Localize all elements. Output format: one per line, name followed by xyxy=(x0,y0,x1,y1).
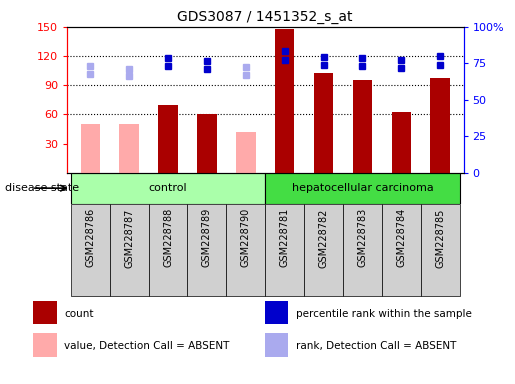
Bar xyxy=(187,204,227,296)
Text: GSM228781: GSM228781 xyxy=(280,208,289,267)
Text: GSM228783: GSM228783 xyxy=(357,208,367,267)
Bar xyxy=(314,73,333,173)
Text: GSM228790: GSM228790 xyxy=(241,208,251,267)
Bar xyxy=(197,114,217,173)
Bar xyxy=(265,204,304,296)
Bar xyxy=(236,132,255,173)
Bar xyxy=(149,204,187,296)
Bar xyxy=(71,204,110,296)
Bar xyxy=(391,113,411,173)
Bar xyxy=(265,173,459,204)
Bar xyxy=(431,78,450,173)
Text: value, Detection Call = ABSENT: value, Detection Call = ABSENT xyxy=(64,341,230,351)
Text: GSM228789: GSM228789 xyxy=(202,208,212,267)
Bar xyxy=(80,124,100,173)
Text: GSM228787: GSM228787 xyxy=(124,208,134,268)
Bar xyxy=(265,301,288,324)
Text: disease state: disease state xyxy=(5,183,79,193)
Text: count: count xyxy=(64,309,94,319)
Bar xyxy=(33,301,57,324)
Text: GSM228785: GSM228785 xyxy=(435,208,445,268)
Bar xyxy=(119,124,139,173)
Text: rank, Detection Call = ABSENT: rank, Detection Call = ABSENT xyxy=(296,341,456,351)
Bar xyxy=(421,204,459,296)
Bar xyxy=(275,29,295,173)
Bar xyxy=(33,333,57,356)
Text: GSM228788: GSM228788 xyxy=(163,208,173,267)
Text: GSM228782: GSM228782 xyxy=(319,208,329,268)
Bar xyxy=(382,204,421,296)
Text: GSM228784: GSM228784 xyxy=(397,208,406,267)
Text: GSM228786: GSM228786 xyxy=(85,208,95,267)
Bar xyxy=(110,204,149,296)
Bar xyxy=(353,80,372,173)
Bar xyxy=(227,204,265,296)
Bar xyxy=(343,204,382,296)
Bar xyxy=(71,173,265,204)
Text: percentile rank within the sample: percentile rank within the sample xyxy=(296,309,472,319)
Bar xyxy=(304,204,343,296)
Bar xyxy=(158,105,178,173)
Bar xyxy=(265,333,288,356)
Title: GDS3087 / 1451352_s_at: GDS3087 / 1451352_s_at xyxy=(178,10,353,25)
Text: hepatocellular carcinoma: hepatocellular carcinoma xyxy=(291,183,433,193)
Text: control: control xyxy=(149,183,187,193)
